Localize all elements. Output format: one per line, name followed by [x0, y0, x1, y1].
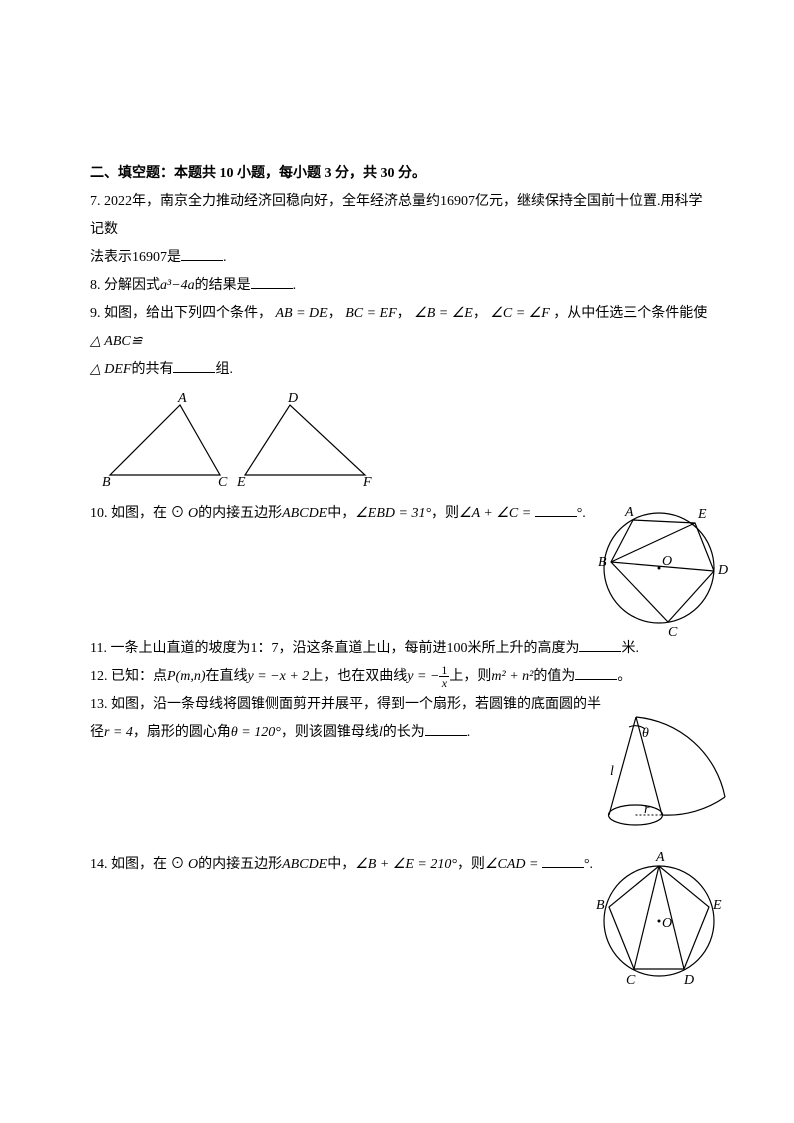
- figure-q13: θ l r: [574, 687, 734, 847]
- q7-line1: 7. 2022年，南京全力推动经济回稳向好，全年经济总量约16907亿元，继续保…: [90, 188, 714, 244]
- q7-blank[interactable]: [181, 245, 223, 261]
- svg-text:A: A: [624, 505, 634, 520]
- q8: 8. 分解因式a³−4a的结果是.: [90, 272, 714, 300]
- svg-text:r: r: [644, 802, 650, 817]
- q13-blank[interactable]: [425, 720, 467, 736]
- svg-text:B: B: [596, 898, 605, 913]
- svg-text:E: E: [712, 898, 722, 913]
- svg-text:A: A: [177, 391, 187, 406]
- svg-text:D: D: [683, 973, 694, 988]
- q8-blank[interactable]: [251, 273, 293, 289]
- svg-text:C: C: [218, 475, 228, 490]
- svg-text:B: B: [102, 475, 111, 490]
- svg-text:B: B: [598, 555, 607, 570]
- svg-text:C: C: [626, 973, 636, 988]
- section-header: 二、填空题：本题共 10 小题，每小题 3 分，共 30 分。: [90, 160, 714, 188]
- svg-text:E: E: [697, 507, 707, 522]
- q11-blank[interactable]: [579, 636, 621, 652]
- figure-q10: A B C D E O: [584, 496, 734, 638]
- svg-text:A: A: [655, 850, 665, 865]
- svg-text:E: E: [236, 475, 246, 490]
- q14-wrap: 14. 如图，在 ⊙ O的内接五边形ABCDE中，∠B + ∠E = 210°，…: [90, 851, 714, 1001]
- svg-text:O: O: [662, 554, 672, 569]
- q9-blank[interactable]: [173, 357, 215, 373]
- q7-line2: 法表示16907是.: [90, 244, 714, 272]
- q9-line2: △ DEF的共有组.: [90, 356, 714, 384]
- q10-wrap: 10. 如图，在 ⊙ O的内接五边形ABCDE中，∠EBD = 31°，则∠A …: [90, 500, 714, 635]
- q13-wrap: 13. 如图，沿一条母线将圆锥侧面剪开并展平，得到一个扇形，若圆锥的底面圆的半 …: [90, 691, 714, 851]
- svg-text:F: F: [362, 475, 372, 490]
- svg-text:O: O: [662, 916, 672, 931]
- q11: 11. 一条上山直道的坡度为1：7，沿这条直道上山，每前进100米所上升的高度为…: [90, 635, 714, 663]
- q9-line1: 9. 如图，给出下列四个条件， AB = DE， BC = EF， ∠B = ∠…: [90, 300, 714, 356]
- q12-blank[interactable]: [575, 664, 617, 680]
- svg-text:D: D: [287, 391, 298, 406]
- q10-blank[interactable]: [535, 501, 577, 517]
- figure-triangles: A B C D E F: [90, 390, 714, 490]
- svg-text:l: l: [610, 764, 614, 779]
- figure-q14: A B C D E O: [584, 847, 734, 992]
- svg-text:θ: θ: [642, 726, 649, 741]
- q14-blank[interactable]: [542, 852, 584, 868]
- svg-text:D: D: [717, 563, 728, 578]
